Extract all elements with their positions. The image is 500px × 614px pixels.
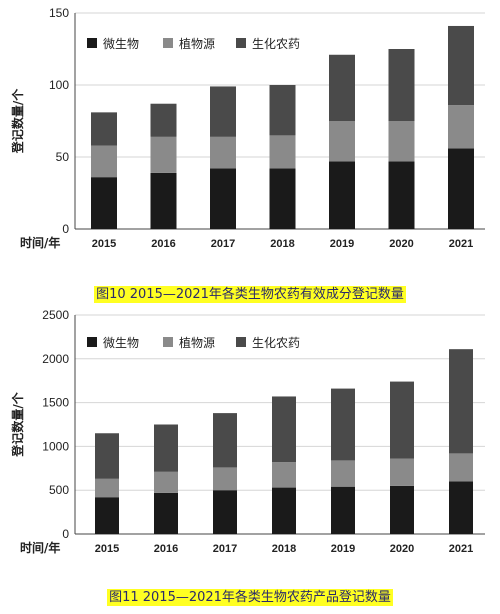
chart2-bar-2015-s0	[95, 497, 119, 534]
chart1-legend-swatch-0	[87, 38, 97, 48]
chart1-bar-2017-s2	[210, 86, 236, 137]
chart1-bar-2019-s1	[329, 121, 355, 162]
chart2-x-tick-label: 2016	[154, 543, 178, 555]
chart2-legend-label-1: 植物源	[179, 335, 215, 350]
chart1-bar-2015-s0	[91, 177, 117, 229]
chart2-bar-2018-s2	[272, 396, 296, 463]
chart-1-caption: 图10 2015—2021年各类生物农药有效成分登记数量	[0, 283, 500, 303]
chart2-bar-2020-s2	[390, 381, 414, 459]
chart1-bar-2019-s2	[329, 54, 355, 122]
chart1-bar-2015-s2	[91, 112, 117, 146]
chart2-bar-2019-s0	[331, 486, 355, 534]
chart1-x-axis-title: 时间/年	[20, 235, 60, 250]
chart2-bar-2021-s1	[449, 453, 473, 482]
chart2-bar-2019-s2	[331, 388, 355, 461]
chart2-x-tick-label: 2020	[390, 543, 414, 555]
chart2-x-tick-label: 2021	[449, 543, 473, 555]
chart2-bar-2016-s1	[154, 471, 178, 493]
chart2-y-axis-title: 登记数量/个	[10, 391, 25, 457]
chart2-y-tick-label: 500	[49, 483, 69, 497]
chart2-y-tick-label: 2500	[42, 308, 69, 322]
chart1-bar-2018-s1	[269, 135, 296, 169]
chart-2-svg: 0 500 1000 1500 2000 2500 2015 2016 2017 2018 2019…	[10, 308, 485, 555]
chart1-bar-2018-s2	[269, 85, 296, 136]
chart1-legend-swatch-2	[236, 38, 246, 48]
chart1-bar-2017-s0	[210, 168, 236, 229]
chart2-legend-swatch-1	[163, 337, 173, 347]
chart1-bar-2015-s1	[91, 145, 117, 178]
chart2-bar-2021-s0	[449, 481, 473, 534]
chart1-legend-label-2: 生化农药	[252, 37, 300, 51]
chart1-x-tick-label: 2016	[151, 238, 175, 250]
chart2-bar-2016-s2	[154, 424, 178, 472]
chart1-bar-2020-s1	[388, 121, 415, 162]
chart1-x-tick-label: 2021	[449, 238, 473, 250]
chart1-bar-2017-s1	[210, 136, 236, 169]
chart2-bar-2021-s2	[449, 349, 473, 454]
chart2-bar-2017-s1	[213, 467, 237, 491]
chart2-bar-2019-s1	[331, 460, 355, 487]
chart2-x-axis-title: 时间/年	[20, 540, 60, 555]
chart2-y-tick-label: 1000	[42, 439, 69, 453]
chart2-y-tick-label: 2000	[42, 352, 69, 366]
chart-products: 0 500 1000 1500 2000 2500 2015 2016 2017 2018 2019…	[0, 306, 500, 564]
chart1-bar-2021-s2	[448, 25, 474, 106]
chart1-bar-2020-s2	[388, 49, 415, 121]
chart2-x-tick-label: 2018	[272, 543, 296, 555]
chart1-bar-2021-s0	[448, 148, 474, 229]
chart2-bar-2018-s0	[272, 487, 296, 534]
chart1-bar-2016-s1	[150, 136, 177, 173]
chart1-bar-2020-s0	[388, 161, 415, 229]
chart2-legend-swatch-0	[87, 337, 97, 347]
chart2-bar-2018-s1	[272, 462, 296, 488]
chart1-legend-swatch-1	[163, 38, 173, 48]
chart1-bar-2021-s1	[448, 105, 474, 149]
chart1-x-tick-label: 2020	[389, 238, 413, 250]
chart2-bar-2015-s2	[95, 433, 119, 479]
chart1-x-tick-label: 2017	[211, 238, 235, 250]
chart1-legend-label-1: 植物源	[179, 36, 215, 51]
chart2-y-tick-label: 0	[62, 527, 69, 541]
chart1-bar-2016-s2	[150, 103, 177, 137]
chart1-x-tick-label: 2018	[270, 238, 294, 250]
chart2-y-tick-label: 1500	[42, 396, 69, 410]
chart1-y-tick-label: 100	[49, 78, 69, 92]
chart1-bar-2016-s0	[150, 172, 177, 229]
chart2-bar-2020-s0	[390, 485, 414, 534]
chart1-bar-2019-s0	[329, 161, 355, 229]
chart2-x-tick-label: 2015	[95, 543, 119, 555]
chart1-y-axis-title: 登记数量/个	[10, 88, 25, 154]
chart2-bar-2017-s2	[213, 413, 237, 468]
chart1-bar-2018-s0	[269, 168, 296, 229]
chart2-legend-swatch-2	[236, 337, 246, 347]
chart-1-svg: 0 50 100 150 2015 2016 2017 2018 2019 2020 2021 时间/…	[10, 6, 485, 250]
chart2-bar-2016-s0	[154, 492, 178, 534]
chart1-x-tick-label: 2015	[92, 238, 116, 250]
chart-1-caption-text: 图10 2015—2021年各类生物农药有效成分登记数量	[94, 286, 406, 303]
chart2-bar-2020-s1	[390, 458, 414, 486]
chart2-x-tick-label: 2019	[331, 543, 355, 555]
chart1-legend-label-0: 微生物	[103, 37, 139, 51]
chart1-y-tick-label: 150	[49, 6, 69, 20]
chart2-x-tick-label: 2017	[213, 543, 237, 555]
chart2-bar-2017-s0	[213, 490, 237, 534]
chart1-y-tick-label: 50	[56, 150, 70, 164]
chart-2-caption-text: 图11 2015—2021年各类生物农药产品登记数量	[107, 589, 393, 606]
chart-active-ingredients: 0 50 100 150 2015 2016 2017 2018 2019 2020 2021 时间/…	[0, 0, 500, 262]
chart-2-caption: 图11 2015—2021年各类生物农药产品登记数量	[0, 586, 500, 606]
chart2-legend-label-2: 生化农药	[252, 336, 300, 350]
chart1-y-tick-label: 0	[62, 222, 69, 236]
chart1-x-tick-label: 2019	[330, 238, 354, 250]
chart2-bar-2015-s1	[95, 478, 119, 498]
chart2-legend-label-0: 微生物	[103, 336, 139, 350]
